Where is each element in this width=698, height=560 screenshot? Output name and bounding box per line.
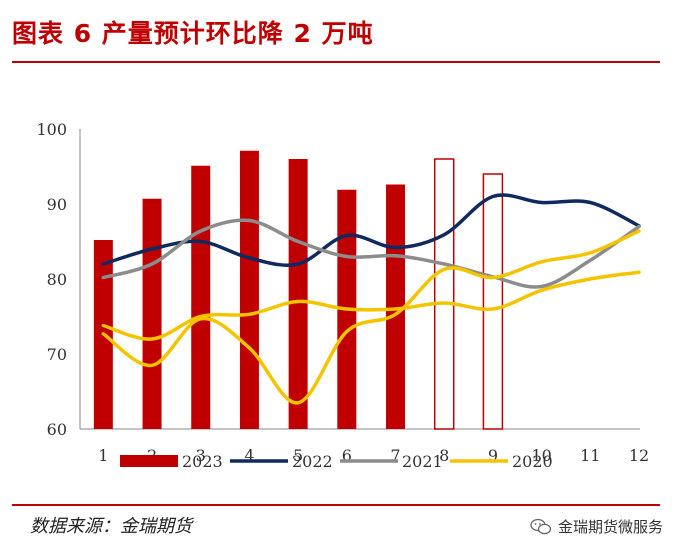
bar-2023 xyxy=(191,165,211,429)
footer-divider xyxy=(12,504,660,506)
bar-2023 xyxy=(239,150,259,429)
y-tick-labels: 60 70 80 90 100 xyxy=(36,120,67,439)
legend-label-2022: 2022 xyxy=(292,452,333,471)
bar-2023-forecast xyxy=(482,173,504,430)
y-tick-label: 90 xyxy=(47,195,67,214)
x-tick-label: 12 xyxy=(629,446,649,465)
x-tick-label: 4 xyxy=(244,446,254,465)
x-tick-label: 3 xyxy=(196,446,206,465)
x-tick-label: 1 xyxy=(98,446,108,465)
line-series-2020 xyxy=(101,270,641,341)
y-tick-label: 70 xyxy=(47,345,67,364)
bar-2023 xyxy=(288,159,308,429)
y-tick-label: 80 xyxy=(47,270,67,289)
page-title: 图表 6 产量预计环比降 2 万吨 xyxy=(12,19,374,48)
x-tick-label: 10 xyxy=(531,446,551,465)
line-series-2022 xyxy=(101,193,641,267)
x-tick-label: 5 xyxy=(293,446,303,465)
legend-swatch-2023 xyxy=(120,455,178,467)
y-tick-label: 60 xyxy=(47,420,67,439)
x-tick-label: 7 xyxy=(390,446,400,465)
y-tick-label: 100 xyxy=(36,120,67,139)
legend-label-2020: 2020 xyxy=(512,452,553,471)
bar-2023-forecast xyxy=(433,158,455,430)
series-lines xyxy=(101,193,641,405)
line-series-2020 xyxy=(101,229,641,405)
wechat-account-name: 金瑞期货微服务 xyxy=(558,518,664,536)
bar-2023 xyxy=(142,198,162,429)
bars-2023 xyxy=(93,150,504,430)
wechat-account: 金瑞期货微服务 xyxy=(530,516,663,537)
chart-axes xyxy=(79,129,640,430)
legend-label-2023: 2023 xyxy=(182,452,223,471)
line-series-2021 xyxy=(101,218,641,289)
x-tick-label: 6 xyxy=(342,446,352,465)
x-tick-label: 8 xyxy=(439,446,449,465)
legend-label-2021: 2021 xyxy=(402,452,443,471)
x-tick-label: 11 xyxy=(580,446,600,465)
wechat-icon xyxy=(530,518,552,534)
source-note: 数据来源：金瑞期货 xyxy=(30,516,192,537)
title-divider xyxy=(12,61,660,63)
chart-legend: 2023 2022 2021 2020 xyxy=(120,452,553,471)
x-tick-label: 9 xyxy=(488,446,498,465)
